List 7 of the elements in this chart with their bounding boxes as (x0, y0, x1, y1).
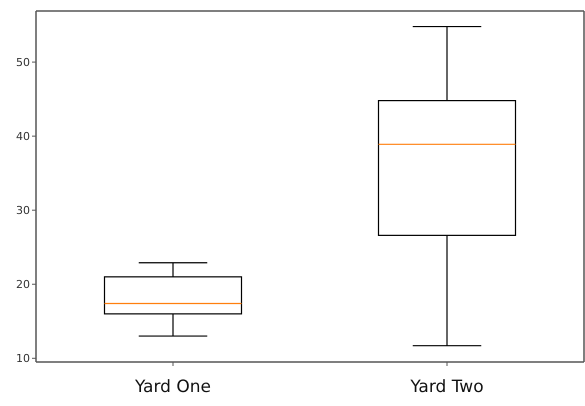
y-tick-label: 30 (16, 204, 30, 218)
y-tick-label: 10 (16, 352, 30, 366)
x-tick-label: Yard Two (409, 377, 484, 398)
y-tick-label: 20 (16, 278, 30, 292)
y-tick-label: 40 (16, 130, 30, 144)
x-tick-label: Yard One (134, 377, 211, 398)
y-tick-label: 50 (16, 56, 30, 69)
